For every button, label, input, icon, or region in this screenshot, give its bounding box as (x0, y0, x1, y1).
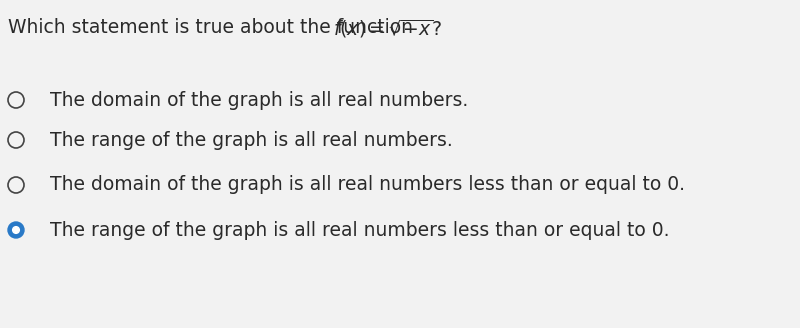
Text: Which statement is true about the function: Which statement is true about the functi… (8, 18, 419, 37)
Circle shape (8, 222, 24, 238)
Text: The domain of the graph is all real numbers less than or equal to 0.: The domain of the graph is all real numb… (50, 175, 685, 195)
Text: The range of the graph is all real numbers.: The range of the graph is all real numbe… (50, 131, 453, 150)
Text: $f(x)=\sqrt{-x}$?: $f(x)=\sqrt{-x}$? (333, 18, 442, 40)
Text: The range of the graph is all real numbers less than or equal to 0.: The range of the graph is all real numbe… (50, 220, 670, 239)
Circle shape (13, 227, 19, 233)
Text: The domain of the graph is all real numbers.: The domain of the graph is all real numb… (50, 91, 468, 110)
